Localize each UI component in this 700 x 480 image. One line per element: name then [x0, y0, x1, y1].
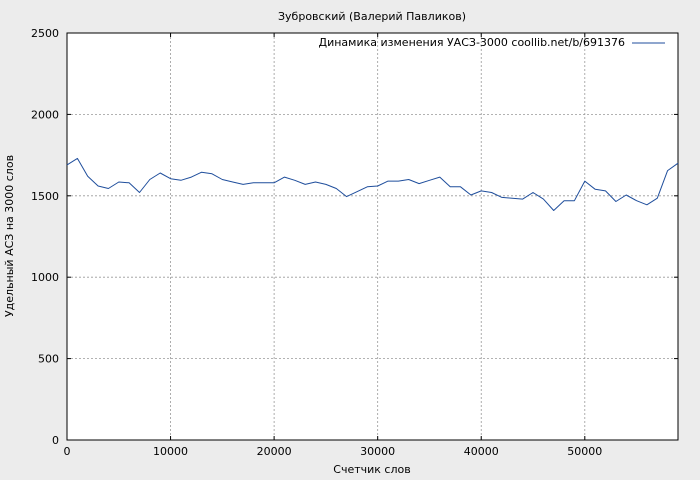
- grid: [67, 33, 678, 440]
- axis-ticks: 0 10000 20000 30000 40000 50000 0 500 1000 1500 20…: [31, 27, 678, 458]
- x-axis-label: Счетчик слов: [333, 463, 410, 476]
- y-tick-label: 500: [38, 353, 59, 366]
- legend-label: Динамика изменения УАСЗ-3000 coollib.net…: [319, 36, 626, 49]
- x-tick-label: 40000: [464, 445, 499, 458]
- y-tick-label: 1500: [31, 190, 59, 203]
- x-tick-label: 50000: [567, 445, 602, 458]
- plot-area: [66, 32, 679, 441]
- series-line: [66, 157, 679, 211]
- chart-title: Зубровский (Валерий Павликов): [278, 10, 466, 23]
- legend: Динамика изменения УАСЗ-3000 coollib.net…: [319, 36, 665, 49]
- y-tick-label: 2000: [31, 108, 59, 121]
- x-tick-label: 10000: [153, 445, 188, 458]
- series-layer: [66, 157, 679, 211]
- x-tick-label: 30000: [360, 445, 395, 458]
- x-tick-label: 0: [64, 445, 71, 458]
- x-tick-label: 20000: [257, 445, 292, 458]
- y-tick-label: 0: [52, 434, 59, 447]
- y-tick-label: 2500: [31, 27, 59, 40]
- y-tick-label: 1000: [31, 271, 59, 284]
- y-axis-label: Удельный АСЗ на 3000 слов: [3, 155, 16, 317]
